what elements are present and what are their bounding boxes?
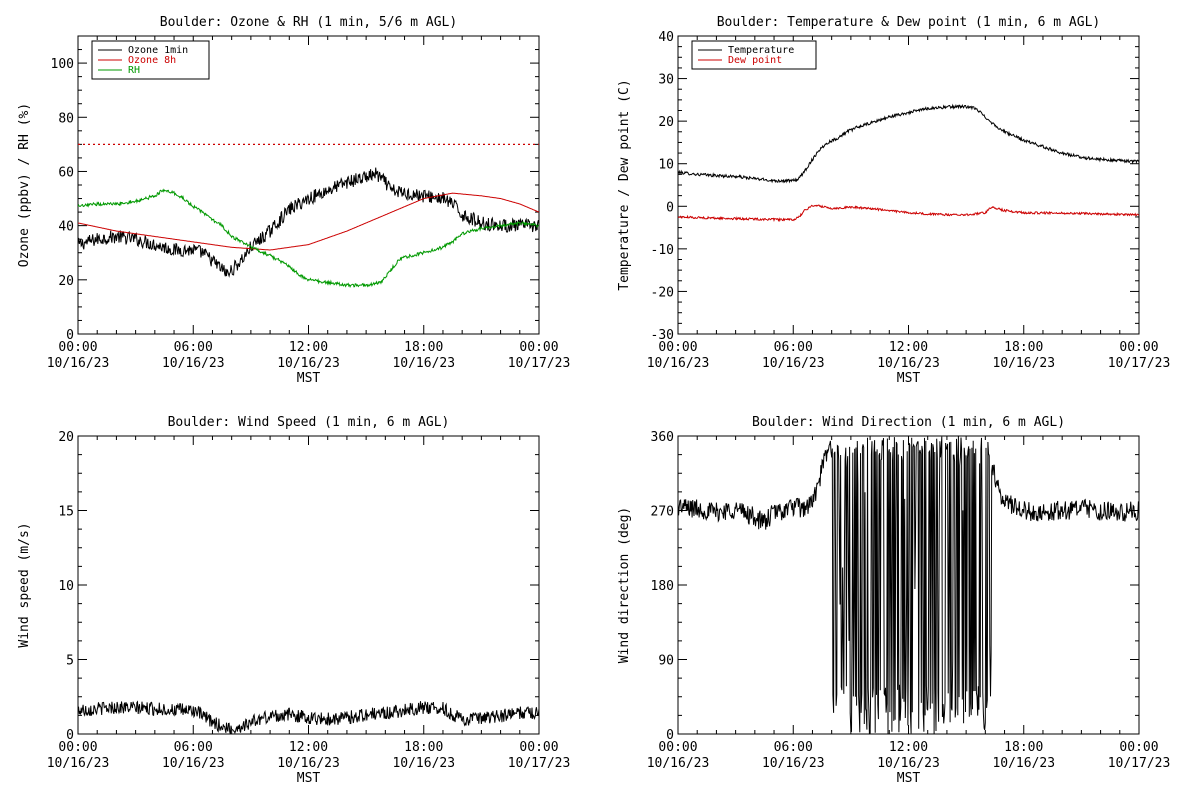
x-tick-label-time: 00:00 (1119, 740, 1158, 755)
x-tick-label-date: 10/16/23 (277, 756, 340, 771)
y-tick-label: 100 (51, 57, 74, 72)
chart-title: Boulder: Ozone & RH (1 min, 5/6 m AGL) (160, 15, 457, 30)
series-line-rh (78, 188, 539, 288)
y-tick-label: -20 (651, 285, 674, 300)
x-tick-label-date: 10/17/23 (508, 356, 571, 371)
x-tick-label-time: 00:00 (519, 340, 558, 355)
chart-4: Boulder: Wind Direction (1 min, 6 m AGL)… (617, 415, 1170, 786)
x-tick-label-date: 10/16/23 (47, 356, 110, 371)
y-tick-label: 20 (58, 430, 74, 445)
x-tick-label-time: 12:00 (289, 740, 328, 755)
x-tick-label-date: 10/16/23 (762, 356, 825, 371)
plot-frame (677, 35, 1140, 335)
y-tick-label: 20 (658, 115, 674, 130)
x-tick-label-date: 10/16/23 (392, 356, 455, 371)
y-tick-label: 0 (66, 328, 74, 343)
series-line-ozone-8h (78, 192, 539, 251)
x-tick-label-time: 00:00 (1119, 340, 1158, 355)
series-line-temperature (678, 103, 1139, 184)
x-tick-label-time: 18:00 (1004, 340, 1043, 355)
x-tick-label-date: 10/16/23 (992, 356, 1055, 371)
y-axis-label: Ozone (ppbv) / RH (%) (17, 103, 32, 267)
y-tick-label: 60 (58, 165, 74, 180)
x-tick-label-time: 12:00 (889, 740, 928, 755)
x-axis-label: MST (897, 771, 921, 786)
legend-label: Ozone 1min (128, 45, 188, 56)
y-tick-label: 40 (658, 30, 674, 45)
y-tick-label: 5 (66, 654, 74, 669)
chart-2: Boulder: Temperature & Dew point (1 min,… (617, 15, 1170, 386)
x-tick-label-date: 10/16/23 (392, 756, 455, 771)
y-tick-label: 10 (658, 158, 674, 173)
x-axis-label: MST (297, 371, 321, 386)
y-tick-label: -10 (651, 243, 674, 258)
y-axis-label: Wind direction (deg) (617, 507, 632, 664)
x-tick-label-date: 10/17/23 (1108, 356, 1171, 371)
legend-box (691, 40, 817, 70)
x-axis-label: MST (897, 371, 921, 386)
y-tick-label: 30 (658, 73, 674, 88)
y-tick-label: 0 (66, 728, 74, 743)
x-tick-label-date: 10/16/23 (162, 756, 225, 771)
x-axis-label: MST (297, 771, 321, 786)
chart-title: Boulder: Wind Direction (1 min, 6 m AGL) (752, 415, 1065, 430)
x-tick-label-date: 10/16/23 (647, 756, 710, 771)
chart-1: Boulder: Ozone & RH (1 min, 5/6 m AGL) 0 2… (17, 15, 570, 386)
x-tick-label-time: 00:00 (658, 740, 697, 755)
chart-title: Boulder: Wind Speed (1 min, 6 m AGL) (168, 415, 450, 430)
legend-label: Temperature (728, 45, 794, 56)
x-tick-label-time: 06:00 (774, 340, 813, 355)
y-tick-label: 180 (651, 579, 674, 594)
plot-frame (77, 435, 540, 735)
x-tick-label-date: 10/17/23 (1108, 756, 1171, 771)
y-tick-label: 20 (58, 274, 74, 289)
series-line-data (78, 700, 539, 734)
x-tick-label-time: 18:00 (1004, 740, 1043, 755)
x-tick-label-time: 00:00 (658, 340, 697, 355)
y-tick-label: 80 (58, 111, 74, 126)
y-axis-label: Wind speed (m/s) (17, 522, 32, 647)
legend-label: Dew point (728, 55, 782, 66)
y-tick-label: 90 (658, 654, 674, 669)
y-tick-label: 0 (666, 200, 674, 215)
y-tick-label: 15 (58, 505, 74, 520)
x-tick-label-date: 10/16/23 (47, 756, 110, 771)
x-tick-label-time: 00:00 (58, 740, 97, 755)
x-tick-label-time: 12:00 (889, 340, 928, 355)
x-tick-label-date: 10/16/23 (647, 356, 710, 371)
y-axis-label: Temperature / Dew point (C) (617, 79, 632, 290)
y-tick-label: 360 (651, 430, 674, 445)
x-tick-label-time: 12:00 (289, 340, 328, 355)
y-tick-label: 270 (651, 505, 674, 520)
y-tick-label: 10 (58, 579, 74, 594)
x-tick-label-date: 10/16/23 (162, 356, 225, 371)
y-tick-label: 0 (666, 728, 674, 743)
x-tick-label-date: 10/17/23 (508, 756, 571, 771)
x-tick-label-time: 06:00 (774, 740, 813, 755)
legend-label: RH (128, 65, 140, 76)
x-tick-label-date: 10/16/23 (877, 356, 940, 371)
y-tick-label: 40 (58, 220, 74, 235)
series-line-ozone-1min (78, 167, 539, 278)
x-tick-label-time: 18:00 (404, 740, 443, 755)
x-tick-label-date: 10/16/23 (877, 756, 940, 771)
series-line-dew-point (678, 204, 1139, 223)
chart-3: Boulder: Wind Speed (1 min, 6 m AGL) 0 5 10… (17, 415, 570, 786)
x-tick-label-time: 00:00 (58, 340, 97, 355)
series-line-data (678, 436, 1139, 734)
x-tick-label-time: 06:00 (174, 340, 213, 355)
legend-label: Ozone 8h (128, 55, 176, 66)
x-tick-label-time: 18:00 (404, 340, 443, 355)
x-tick-label-date: 10/16/23 (992, 756, 1055, 771)
x-tick-label-date: 10/16/23 (277, 356, 340, 371)
x-tick-label-time: 00:00 (519, 740, 558, 755)
plot-frame (77, 35, 540, 335)
x-tick-label-time: 06:00 (174, 740, 213, 755)
y-tick-label: -30 (651, 328, 674, 343)
chart-title: Boulder: Temperature & Dew point (1 min,… (717, 15, 1101, 30)
x-tick-label-date: 10/16/23 (762, 756, 825, 771)
